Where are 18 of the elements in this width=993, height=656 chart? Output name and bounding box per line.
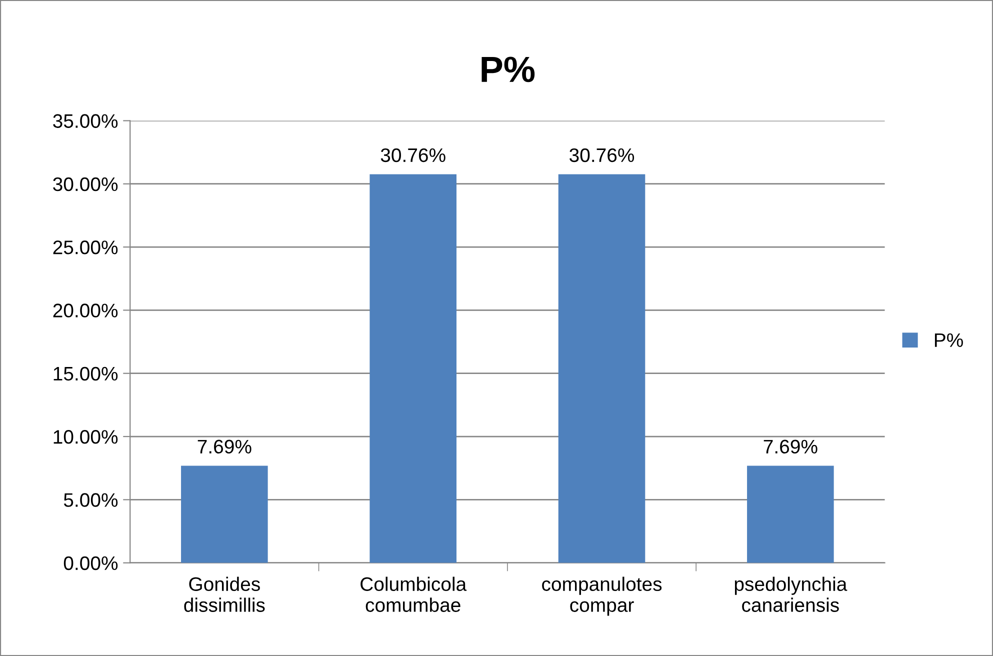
y-tick-label: 35.00% xyxy=(53,114,118,128)
legend-label: P% xyxy=(934,333,963,347)
data-label: 30.76% xyxy=(570,148,634,162)
x-tick-label: Gonides dissimillis xyxy=(184,576,265,612)
y-tick-label: 5.00% xyxy=(64,493,118,507)
y-tick-label: 0.00% xyxy=(64,556,118,570)
y-tick-label: 10.00% xyxy=(54,430,118,444)
x-tick-label: Columbicola comumbae xyxy=(360,576,467,612)
y-tick-label: 15.00% xyxy=(54,366,118,381)
data-label: 7.69% xyxy=(198,440,252,454)
y-tick-label: 25.00% xyxy=(53,240,118,254)
x-tick-label: companulotes compar xyxy=(542,576,662,616)
y-tick-label: 20.00% xyxy=(53,304,118,318)
y-tick-label: 30.00% xyxy=(53,177,118,192)
x-tick-label: psedolynchia canariensis xyxy=(734,576,848,612)
data-label: 30.76% xyxy=(380,148,446,162)
data-label: 7.69% xyxy=(764,440,818,454)
chart-title: P% xyxy=(482,56,535,82)
